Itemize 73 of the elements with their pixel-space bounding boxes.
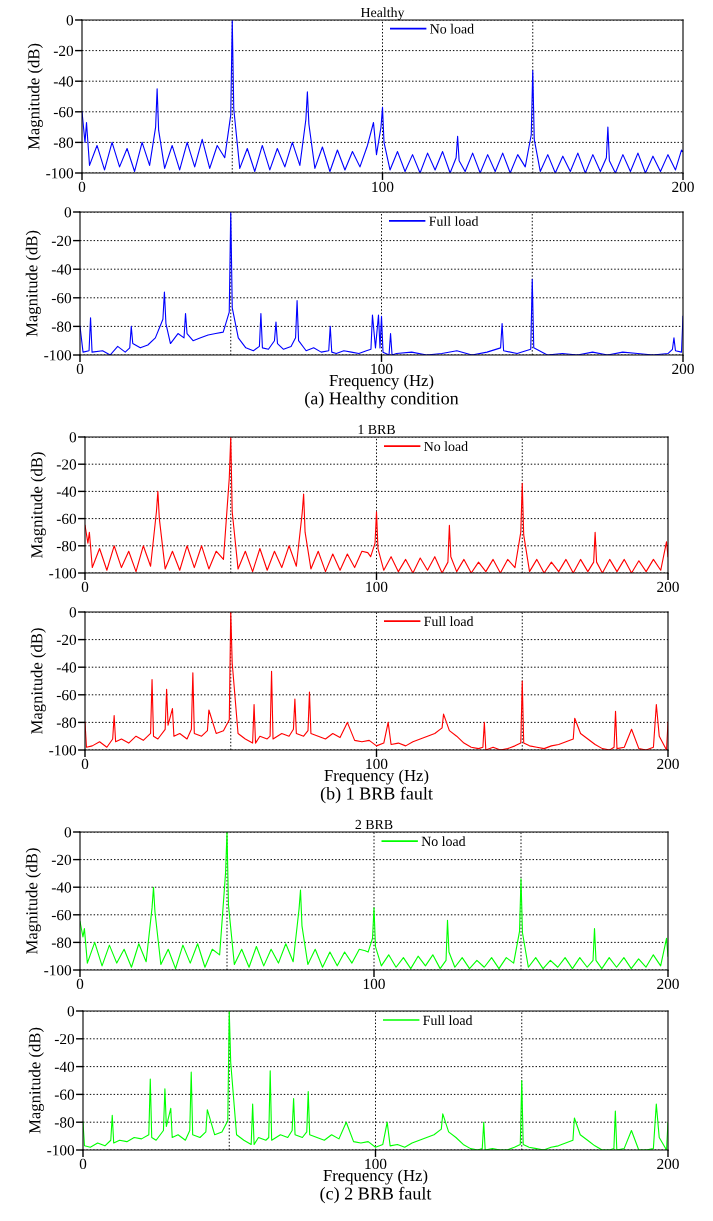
x-tick-label: 0: [78, 181, 86, 193]
chart-title: Healthy: [360, 7, 405, 20]
y-axis-title: Magnitude (dB): [28, 1027, 44, 1134]
y-tick-label: -60: [56, 513, 77, 525]
y-tick-label: -60: [51, 909, 72, 921]
text: (b) 1 BRB fault: [320, 786, 433, 804]
y-tick-label: -80: [54, 1117, 75, 1128]
y-tick-label: 0: [69, 432, 77, 443]
y-tick-label: -80: [56, 717, 77, 728]
y-tick-label: 0: [67, 1006, 75, 1017]
y-tick-label: -20: [53, 45, 74, 57]
y-tick-label: -100: [46, 168, 74, 179]
legend-label: No load: [430, 23, 474, 34]
y-tick-label: -20: [56, 634, 77, 646]
y-tick-label: -100: [44, 350, 72, 361]
x-tick-label: 100: [363, 978, 385, 990]
x-axis-title: Frequency (Hz): [324, 769, 429, 785]
x-tick-label: 0: [81, 758, 89, 770]
y-axis-title: Magnitude (dB): [30, 628, 46, 734]
x-tick-label: 100: [372, 181, 394, 193]
y-tick-label: 0: [64, 827, 72, 838]
y-tick-label: -100: [47, 1145, 75, 1156]
legend-label: No load: [424, 441, 468, 452]
y-tick-label: -40: [56, 486, 77, 497]
y-tick-label: -80: [51, 937, 72, 948]
x-tick-label: 200: [672, 363, 694, 375]
x-tick-label: 100: [366, 758, 388, 770]
y-tick-label: -40: [54, 1061, 75, 1073]
y-tick-label: -40: [53, 76, 74, 87]
chart-title: 2 BRB: [355, 819, 393, 830]
x-tick-label: 200: [672, 181, 694, 193]
y-tick-label: -80: [51, 321, 72, 332]
y-tick-label: -40: [51, 882, 72, 893]
y-tick-label: -60: [56, 689, 77, 701]
y-tick-label: 0: [66, 15, 74, 26]
x-tick-label: 0: [81, 581, 89, 593]
y-tick-label: -100: [44, 965, 72, 976]
x-tick-label: 100: [365, 1158, 387, 1170]
text: (a) Healthy condition: [305, 391, 459, 409]
y-tick-label: 0: [69, 607, 77, 618]
y-tick-label: -40: [51, 264, 72, 275]
legend-label: Full load: [423, 1015, 473, 1026]
x-tick-label: 200: [657, 978, 679, 990]
legend-label: No load: [421, 836, 466, 847]
y-tick-label: -60: [51, 292, 72, 304]
text: (c) 2 BRB fault: [320, 1186, 432, 1204]
x-tick-label: 200: [657, 1158, 679, 1170]
y-tick-label: -80: [53, 137, 74, 148]
y-tick-label: -20: [51, 235, 72, 247]
y-tick-label: -60: [53, 106, 74, 118]
x-axis-title: Frequency (Hz): [329, 374, 434, 390]
legend-label: Full load: [429, 216, 479, 226]
y-axis-title: Magnitude (dB): [30, 452, 46, 558]
y-tick-label: 0: [64, 207, 72, 218]
x-tick-label: 200: [657, 758, 679, 770]
x-tick-label: 0: [79, 1158, 87, 1170]
y-tick-label: -40: [56, 662, 77, 673]
chart-title: 1 BRB: [358, 424, 395, 435]
x-tick-label: 200: [657, 581, 679, 593]
y-tick-label: -100: [49, 568, 77, 579]
y-tick-label: -100: [49, 745, 77, 756]
y-tick-label: -20: [51, 854, 72, 866]
y-tick-label: -80: [56, 540, 77, 552]
y-tick-label: -20: [54, 1033, 75, 1045]
y-tick-label: -20: [56, 459, 77, 470]
y-axis-title: Magnitude (dB): [25, 230, 41, 337]
y-axis-title: Magnitude (dB): [25, 848, 41, 954]
legend-label: Full load: [424, 616, 474, 627]
y-tick-label: -60: [54, 1089, 75, 1100]
x-tick-label: 100: [371, 363, 393, 375]
y-axis-title: Magnitude (dB): [27, 43, 43, 150]
x-axis-title: Frequency (Hz): [323, 1169, 428, 1185]
x-tick-label: 100: [366, 581, 388, 593]
